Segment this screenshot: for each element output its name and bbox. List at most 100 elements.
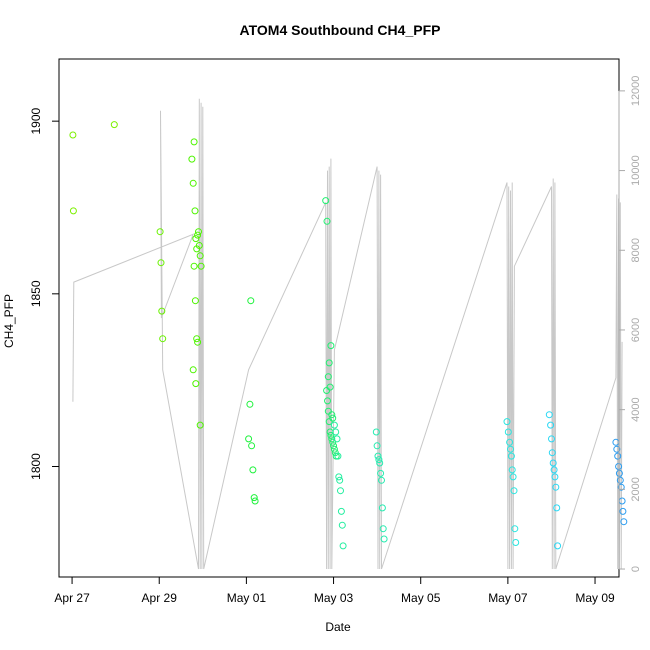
y-axis-label: CH4_PFP	[2, 294, 16, 348]
data-point	[191, 297, 199, 305]
data-point	[247, 297, 255, 305]
data-point	[246, 400, 254, 408]
x-tick-label: May 07	[488, 591, 528, 605]
data-point	[510, 487, 518, 495]
y-tick-label: 1850	[29, 280, 43, 307]
data-point	[250, 494, 258, 502]
data-point	[617, 483, 625, 491]
secondary-tick-label: 4000	[630, 397, 642, 421]
chart-title: ATOM4 Southbound CH4_PFP	[240, 22, 441, 38]
data-point	[324, 407, 332, 415]
data-point	[620, 518, 628, 526]
data-point	[335, 473, 343, 481]
secondary-tick-label: 10000	[630, 155, 642, 186]
data-point	[196, 421, 204, 429]
data-point	[190, 138, 198, 146]
data-point	[325, 359, 333, 367]
data-point	[110, 121, 118, 129]
data-point	[380, 535, 388, 543]
data-point	[338, 521, 346, 529]
data-point	[552, 483, 560, 491]
data-point	[511, 525, 519, 533]
data-point	[69, 207, 77, 215]
data-point	[325, 418, 333, 426]
secondary-tick-label: 0	[630, 566, 642, 572]
data-point	[157, 259, 165, 267]
x-tick-label: May 05	[401, 591, 441, 605]
data-point	[375, 456, 383, 464]
secondary-series-line	[72, 98, 623, 570]
x-axis-label: Date	[325, 620, 351, 634]
data-point	[193, 335, 201, 343]
data-point	[190, 262, 198, 270]
data-point	[616, 476, 624, 484]
data-point	[324, 397, 331, 405]
data-point	[550, 466, 558, 474]
y-tick-label: 1800	[29, 453, 43, 480]
data-point	[328, 411, 336, 419]
data-point	[512, 539, 520, 546]
data-point	[191, 207, 199, 215]
data-point	[251, 497, 259, 505]
x-tick-label: May 09	[575, 591, 615, 605]
data-point	[379, 525, 387, 533]
data-point	[378, 504, 386, 512]
data-point	[503, 418, 511, 426]
data-point	[327, 431, 335, 439]
plot-frame	[58, 58, 620, 578]
data-point	[158, 307, 166, 315]
secondary-tick-label: 12000	[630, 76, 642, 107]
data-point	[509, 473, 517, 481]
data-point	[613, 445, 621, 453]
data-point	[159, 335, 167, 343]
data-point	[506, 438, 514, 446]
data-point	[374, 452, 382, 460]
data-point	[194, 231, 202, 239]
data-point	[378, 476, 385, 484]
data-point	[334, 452, 342, 460]
data-point	[329, 414, 337, 422]
data-point	[336, 476, 344, 484]
data-point	[504, 428, 512, 436]
data-point	[324, 373, 332, 381]
data-point	[551, 473, 559, 481]
data-point	[194, 338, 202, 346]
secondary-series-layer	[72, 98, 623, 570]
x-tick-label: Apr 29	[142, 591, 178, 605]
data-point	[337, 487, 344, 495]
data-point	[548, 449, 556, 457]
data-point	[545, 411, 553, 419]
data-point	[323, 387, 331, 394]
data-point	[192, 235, 200, 243]
data-point	[196, 252, 204, 260]
data-point	[377, 469, 385, 477]
data-point	[614, 452, 622, 460]
data-point	[329, 438, 337, 446]
data-point	[330, 442, 338, 450]
data-point	[327, 342, 335, 350]
secondary-tick-label: 6000	[630, 318, 642, 342]
data-point	[553, 504, 561, 512]
data-point	[549, 459, 557, 467]
data-points-layer	[69, 121, 628, 550]
data-point	[508, 466, 516, 474]
data-point	[156, 228, 164, 236]
data-point	[330, 445, 338, 453]
data-point	[330, 421, 338, 429]
data-point	[249, 466, 257, 474]
data-point	[189, 366, 197, 374]
data-point	[328, 435, 336, 443]
data-point	[333, 435, 341, 443]
secondary-tick-label: 2000	[630, 477, 642, 501]
data-point	[547, 421, 555, 429]
data-point	[373, 442, 381, 450]
x-tick-label: Apr 27	[54, 591, 90, 605]
data-point	[372, 428, 380, 436]
data-point	[195, 228, 202, 236]
x-tick-label: May 01	[227, 591, 267, 605]
data-point	[188, 155, 196, 163]
x-tick-label: May 03	[314, 591, 354, 605]
secondary-tick-label: 8000	[630, 238, 642, 262]
data-point	[507, 445, 514, 453]
data-point	[332, 428, 340, 436]
